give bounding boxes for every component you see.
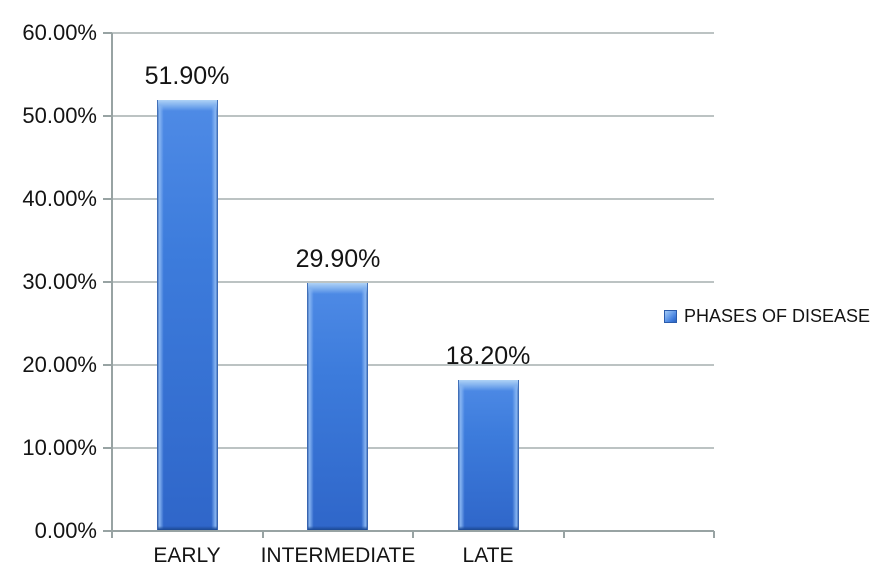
- y-axis-tick: [103, 198, 112, 200]
- legend: PHASES OF DISEASE: [664, 303, 870, 329]
- y-axis-tick-label: 0.00%: [34, 518, 97, 543]
- gridline: [112, 447, 714, 449]
- y-axis-tick-label: 20.00%: [22, 352, 97, 377]
- y-axis-tick: [103, 281, 112, 283]
- y-axis-tick: [103, 115, 112, 117]
- bar-value-label: 51.90%: [144, 62, 230, 90]
- x-axis-tick: [262, 531, 264, 538]
- y-axis-tick: [103, 447, 112, 449]
- y-axis-tick-label: 10.00%: [22, 435, 97, 460]
- x-axis-category-label: EARLY: [153, 544, 221, 567]
- bar-value-label: 18.20%: [445, 342, 531, 370]
- x-axis-tick: [713, 531, 715, 538]
- x-axis-tick: [563, 531, 565, 538]
- bar-intermediate: [307, 283, 368, 531]
- y-axis-tick: [103, 32, 112, 34]
- legend-label: PHASES OF DISEASE: [684, 305, 871, 326]
- x-axis-category-label: LATE: [462, 544, 514, 567]
- gridline: [112, 281, 714, 283]
- gridline: [112, 115, 714, 117]
- y-axis-tick-label: 60.00%: [22, 20, 97, 45]
- gridline: [112, 364, 714, 366]
- bar-late: [458, 380, 519, 531]
- y-axis-tick-label: 30.00%: [22, 269, 97, 294]
- x-axis-tick: [412, 531, 414, 538]
- gridline: [112, 198, 714, 200]
- bar-early: [157, 100, 218, 531]
- y-axis-tick-label: 50.00%: [22, 103, 97, 128]
- bar-value-label: 29.90%: [295, 245, 381, 273]
- y-axis-tick-label: 40.00%: [22, 186, 97, 211]
- x-axis-category-label: INTERMEDIATE: [260, 544, 416, 567]
- legend-marker-icon: [664, 309, 677, 323]
- y-axis-tick: [103, 364, 112, 366]
- y-axis-tick: [103, 530, 112, 532]
- x-axis-tick: [111, 531, 113, 538]
- y-axis-line: [111, 33, 113, 532]
- gridline: [112, 32, 714, 34]
